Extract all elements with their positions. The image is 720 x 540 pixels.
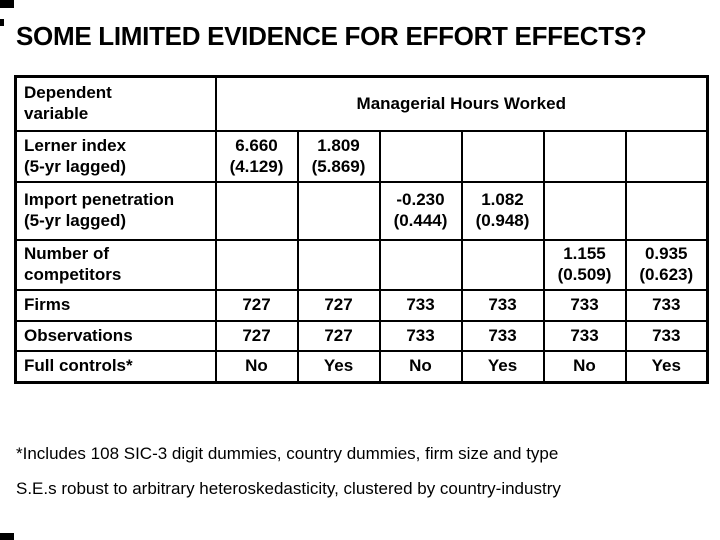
table-cell: 733 <box>378 320 463 352</box>
table-cell: 727 <box>296 320 381 352</box>
slide-corner-mark-bottom-left <box>0 533 14 540</box>
regression-results-table: Dependent variable Managerial Hours Work… <box>14 75 709 384</box>
header-managerial-hours-worked: Managerial Hours Worked <box>214 75 709 132</box>
table-cell: 727 <box>296 289 381 322</box>
table-cell <box>296 239 381 291</box>
slide-title: SOME LIMITED EVIDENCE FOR EFFORT EFFECTS… <box>16 21 647 51</box>
row-label: Firms <box>14 289 217 322</box>
row-label: Number of competitors <box>14 239 217 291</box>
table-row-observations: Observations 727 727 733 733 733 733 <box>14 320 709 352</box>
table-cell <box>460 239 545 291</box>
table-cell <box>542 181 627 241</box>
table-row-firms: Firms 727 727 733 733 733 733 <box>14 289 709 322</box>
table-row-import-penetration: Import penetration (5-yr lagged) -0.230 … <box>14 181 709 241</box>
footnote-controls: *Includes 108 SIC-3 digit dummies, count… <box>16 444 559 463</box>
table-cell: 6.660 (4.129) <box>214 130 299 183</box>
table-cell: -0.230 (0.444) <box>378 181 463 241</box>
footnotes: *Includes 108 SIC-3 digit dummies, count… <box>16 444 716 499</box>
table-cell: 733 <box>542 289 627 322</box>
table-cell: No <box>542 350 627 384</box>
table-cell: Yes <box>296 350 381 384</box>
footnote-standard-errors: S.E.s robust to arbitrary heteroskedasti… <box>16 479 561 498</box>
table-cell <box>460 130 545 183</box>
table-cell: 733 <box>460 320 545 352</box>
table-row-full-controls: Full controls* No Yes No Yes No Yes <box>14 350 709 384</box>
table-cell <box>296 181 381 241</box>
table-cell <box>542 130 627 183</box>
table-cell: 1.155 (0.509) <box>542 239 627 291</box>
table-cell: 727 <box>214 289 299 322</box>
table-cell: 733 <box>624 320 709 352</box>
table-cell <box>624 130 709 183</box>
left-edge-decor-mark <box>0 19 4 26</box>
table-row-lerner-index: Lerner index (5-yr lagged) 6.660 (4.129)… <box>14 130 709 183</box>
table-cell <box>378 239 463 291</box>
table-cell: 733 <box>542 320 627 352</box>
table-cell: 1.082 (0.948) <box>460 181 545 241</box>
row-label: Observations <box>14 320 217 352</box>
row-label: Import penetration (5-yr lagged) <box>14 181 217 241</box>
table-row-number-of-competitors: Number of competitors 1.155 (0.509) 0.93… <box>14 239 709 291</box>
table-header-row: Dependent variable Managerial Hours Work… <box>14 75 709 132</box>
table-cell: 0.935 (0.623) <box>624 239 709 291</box>
table-cell: 1.809 (5.869) <box>296 130 381 183</box>
slide-corner-mark-top-left <box>0 0 14 8</box>
table-cell <box>214 181 299 241</box>
header-dependent-variable: Dependent variable <box>14 75 217 132</box>
table-cell: 733 <box>378 289 463 322</box>
table-cell: 727 <box>214 320 299 352</box>
table-cell <box>624 181 709 241</box>
table-cell: Yes <box>460 350 545 384</box>
table-cell <box>378 130 463 183</box>
table-cell: No <box>214 350 299 384</box>
table-cell: Yes <box>624 350 709 384</box>
row-label: Lerner index (5-yr lagged) <box>14 130 217 183</box>
table-cell: 733 <box>460 289 545 322</box>
row-label: Full controls* <box>14 350 217 384</box>
table-cell: 733 <box>624 289 709 322</box>
table-cell <box>214 239 299 291</box>
table-cell: No <box>378 350 463 384</box>
